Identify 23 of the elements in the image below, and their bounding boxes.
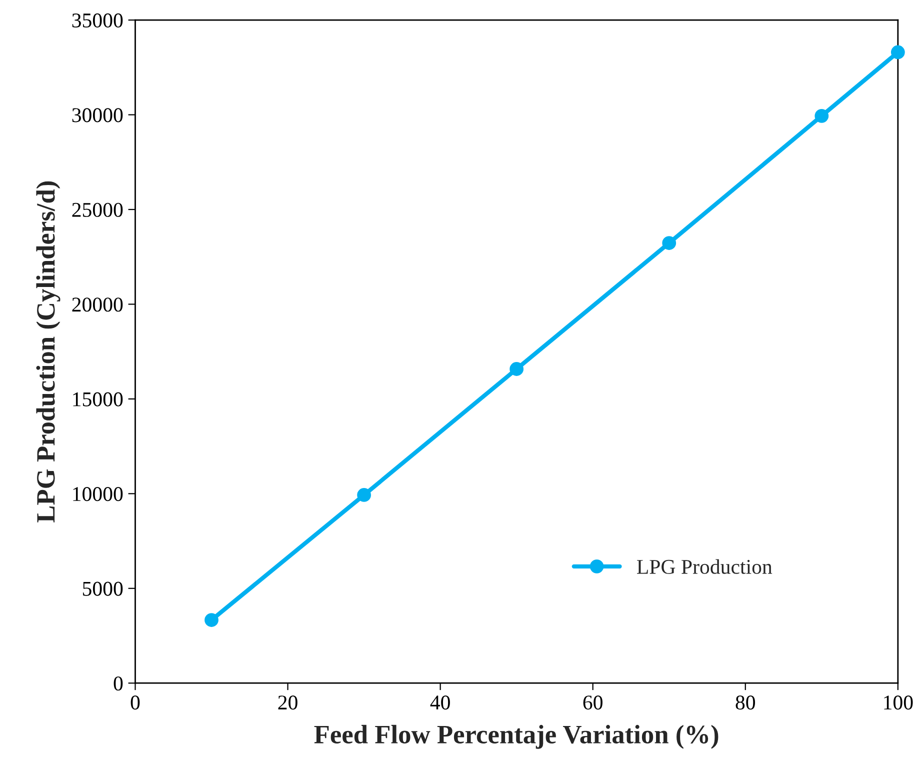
y-tick-label: 30000	[72, 108, 123, 122]
point	[204, 613, 218, 627]
x-tick-label: 100	[884, 696, 913, 710]
point	[662, 236, 676, 250]
x-tick-label: 0	[130, 696, 140, 710]
point	[814, 108, 829, 123]
y-tick-label: 10000	[73, 487, 123, 502]
x-tick-label: 80	[736, 696, 756, 710]
point	[510, 362, 524, 376]
x-tick-label: 20	[278, 696, 298, 710]
legend-label: LPG Production	[637, 559, 772, 574]
point	[890, 45, 905, 60]
y-axis-title: LPG Production (Cylinders/d)	[36, 181, 60, 522]
x-axis-title: Feed Flow Percentaje Variation (%)	[314, 724, 718, 749]
y-tick-label: 5000	[82, 582, 123, 596]
point	[357, 488, 371, 502]
x-tick-label: 60	[583, 696, 602, 710]
x-tick-label: 40	[430, 696, 450, 710]
y-tick-label: 25000	[72, 202, 123, 217]
y-tick-label: 15000	[73, 392, 123, 406]
y-tick-label: 0	[114, 676, 123, 691]
y-tick-label: 20000	[72, 298, 123, 312]
y-tick-label: 35000	[72, 13, 123, 28]
